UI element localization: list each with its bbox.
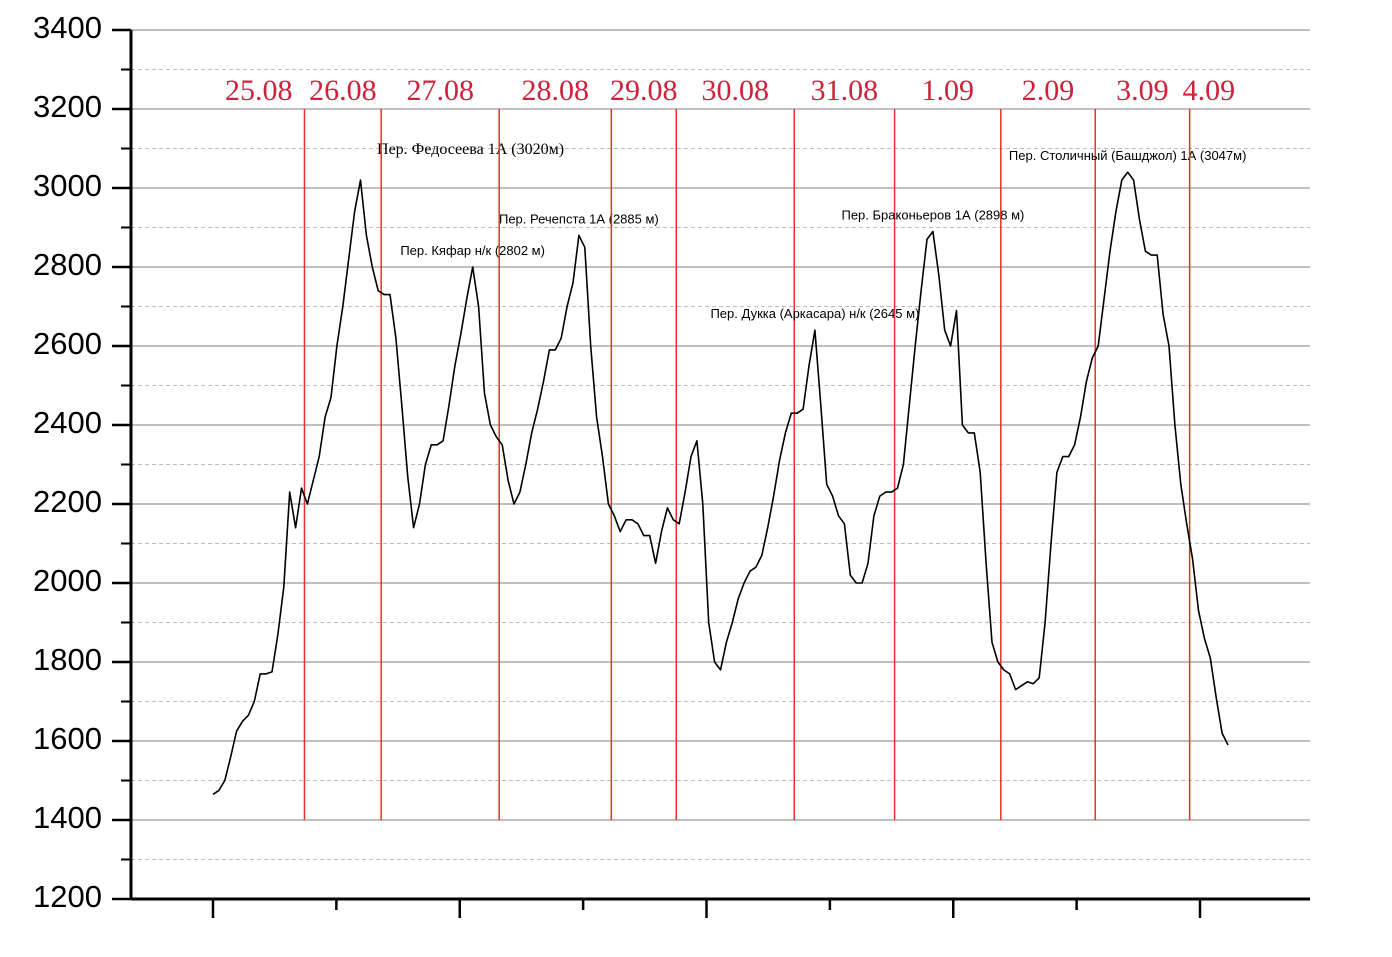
elevation-line xyxy=(212,171,1229,795)
y-tick-label: 1200 xyxy=(33,879,102,914)
y-tick-label: 2600 xyxy=(33,326,102,361)
y-tick-label: 2200 xyxy=(33,484,102,519)
y-tick-label: 3000 xyxy=(33,168,102,203)
day-label: 30.08 xyxy=(702,74,770,107)
day-label: 28.08 xyxy=(522,74,590,107)
pass-annotation: Пер. Столичный (Башджол) 1А (3047м) xyxy=(1009,148,1247,163)
y-tick-label: 3200 xyxy=(33,89,102,124)
day-label: 2.09 xyxy=(1022,74,1075,107)
y-tick-label: 1600 xyxy=(33,721,102,756)
y-tick-label: 1400 xyxy=(33,800,102,835)
day-label: 25.08 xyxy=(225,74,293,107)
y-tick-label: 1800 xyxy=(33,642,102,677)
day-label: 29.08 xyxy=(610,74,678,107)
pass-annotation: Пер. Федосеева 1А (3020м) xyxy=(377,141,564,158)
day-label: 4.09 xyxy=(1183,74,1236,107)
day-label: 27.08 xyxy=(406,74,474,107)
y-tick-label: 3400 xyxy=(33,10,102,45)
day-label: 3.09 xyxy=(1116,74,1169,107)
day-label: 1.09 xyxy=(921,74,974,107)
y-tick-label: 2800 xyxy=(33,247,102,282)
y-tick-label: 2400 xyxy=(33,405,102,440)
day-label: 31.08 xyxy=(811,74,879,107)
day-label: 26.08 xyxy=(309,74,377,107)
pass-annotation: Пер. Браконьеров 1А (2898 м) xyxy=(841,207,1024,222)
pass-annotation: Пер. Речепста 1А (2885 м) xyxy=(499,211,659,226)
pass-annotation: Пер. Дукка (Аркасара) н/к (2645 м) xyxy=(710,306,919,321)
y-tick-label: 2000 xyxy=(33,563,102,598)
pass-annotation: Пер. Кяфар н/к (2802 м) xyxy=(400,243,545,258)
